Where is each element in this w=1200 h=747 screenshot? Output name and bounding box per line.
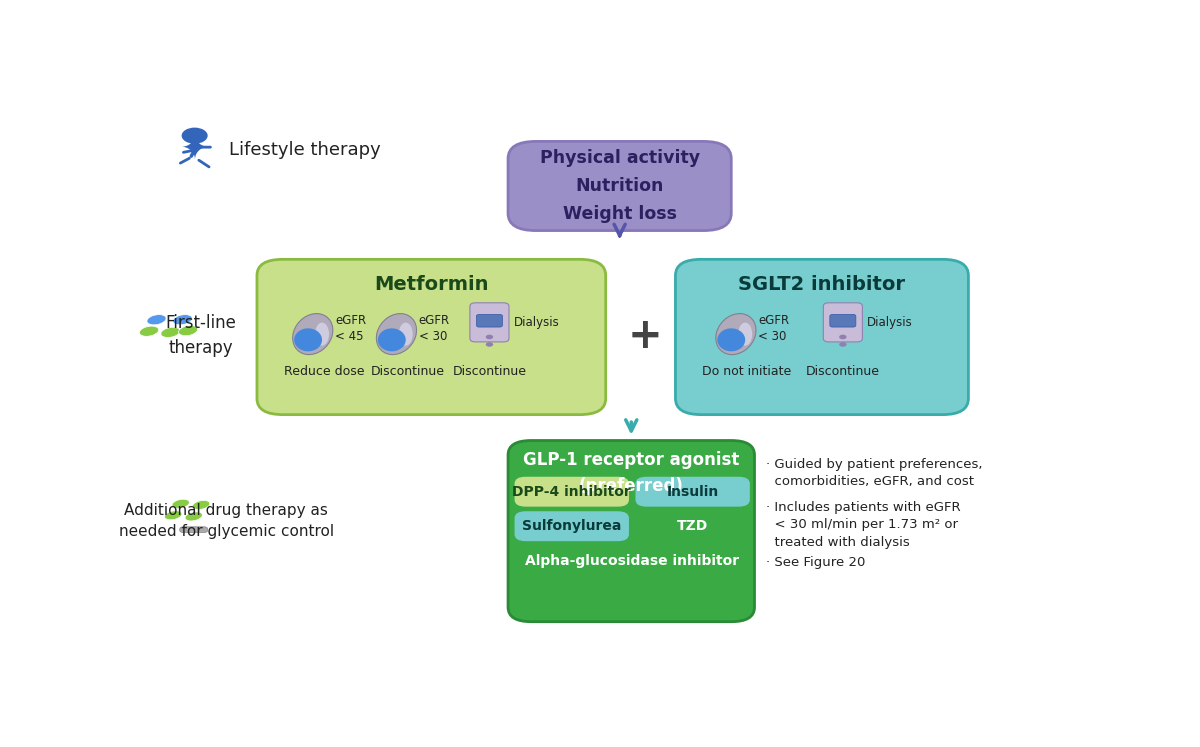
Text: GLP-1 receptor agonist
(preferred): GLP-1 receptor agonist (preferred) bbox=[523, 451, 739, 495]
Text: eGFR
< 30: eGFR < 30 bbox=[419, 314, 450, 343]
FancyBboxPatch shape bbox=[515, 546, 750, 576]
Ellipse shape bbox=[293, 314, 332, 355]
Text: Discontinue: Discontinue bbox=[806, 365, 880, 378]
Text: ✦: ✦ bbox=[181, 134, 209, 167]
Text: Do not initiate: Do not initiate bbox=[702, 365, 792, 378]
Text: Sulfonylurea: Sulfonylurea bbox=[522, 519, 622, 533]
Text: Insulin: Insulin bbox=[666, 485, 719, 499]
Circle shape bbox=[486, 342, 493, 347]
Ellipse shape bbox=[192, 500, 210, 509]
Text: Discontinue: Discontinue bbox=[371, 365, 445, 378]
Text: SGLT2 inhibitor: SGLT2 inhibitor bbox=[738, 276, 906, 294]
Text: eGFR
< 30: eGFR < 30 bbox=[758, 314, 790, 343]
Text: · See Figure 20: · See Figure 20 bbox=[766, 556, 865, 568]
FancyBboxPatch shape bbox=[636, 477, 750, 506]
FancyBboxPatch shape bbox=[830, 314, 856, 327]
FancyBboxPatch shape bbox=[515, 477, 629, 506]
Text: First-line
therapy: First-line therapy bbox=[166, 314, 236, 357]
Ellipse shape bbox=[139, 326, 158, 336]
Text: TZD: TZD bbox=[677, 519, 708, 533]
Ellipse shape bbox=[716, 314, 756, 355]
FancyBboxPatch shape bbox=[476, 314, 503, 327]
Circle shape bbox=[839, 335, 846, 339]
Text: Metformin: Metformin bbox=[374, 276, 488, 294]
Circle shape bbox=[839, 342, 846, 347]
Ellipse shape bbox=[172, 499, 190, 508]
FancyBboxPatch shape bbox=[257, 259, 606, 415]
Ellipse shape bbox=[377, 314, 416, 355]
Text: Dialysis: Dialysis bbox=[868, 316, 913, 329]
Ellipse shape bbox=[179, 326, 198, 335]
Ellipse shape bbox=[718, 329, 745, 351]
FancyBboxPatch shape bbox=[180, 527, 208, 533]
Text: Additional drug therapy as
needed for glycemic control: Additional drug therapy as needed for gl… bbox=[119, 503, 334, 539]
Ellipse shape bbox=[146, 314, 166, 325]
Ellipse shape bbox=[294, 329, 322, 351]
FancyBboxPatch shape bbox=[636, 511, 750, 541]
Ellipse shape bbox=[161, 327, 180, 338]
Text: · Includes patients with eGFR
  < 30 ml/min per 1.73 m² or
  treated with dialys: · Includes patients with eGFR < 30 ml/mi… bbox=[766, 501, 960, 549]
Circle shape bbox=[486, 335, 493, 339]
FancyBboxPatch shape bbox=[515, 511, 629, 541]
FancyBboxPatch shape bbox=[823, 303, 863, 342]
Text: eGFR
< 45: eGFR < 45 bbox=[335, 314, 366, 343]
Text: Lifestyle therapy: Lifestyle therapy bbox=[229, 141, 380, 159]
Text: Dialysis: Dialysis bbox=[514, 316, 559, 329]
Text: Discontinue: Discontinue bbox=[452, 365, 527, 378]
Ellipse shape bbox=[378, 329, 406, 351]
Ellipse shape bbox=[185, 512, 203, 521]
Ellipse shape bbox=[173, 314, 192, 325]
FancyBboxPatch shape bbox=[508, 141, 731, 231]
Text: Physical activity
Nutrition
Weight loss: Physical activity Nutrition Weight loss bbox=[540, 149, 700, 223]
Text: +: + bbox=[628, 314, 662, 357]
Ellipse shape bbox=[738, 323, 752, 346]
Ellipse shape bbox=[164, 511, 182, 520]
Text: · Guided by patient preferences,
  comorbidities, eGFR, and cost: · Guided by patient preferences, comorbi… bbox=[766, 458, 982, 489]
Ellipse shape bbox=[316, 323, 329, 346]
Text: DPP-4 inhibitor: DPP-4 inhibitor bbox=[512, 485, 631, 499]
Circle shape bbox=[181, 128, 208, 143]
FancyBboxPatch shape bbox=[470, 303, 509, 342]
Text: Reduce dose: Reduce dose bbox=[283, 365, 364, 378]
Ellipse shape bbox=[398, 323, 413, 346]
FancyBboxPatch shape bbox=[676, 259, 968, 415]
FancyBboxPatch shape bbox=[508, 441, 755, 622]
Text: Alpha-glucosidase inhibitor: Alpha-glucosidase inhibitor bbox=[526, 554, 739, 568]
